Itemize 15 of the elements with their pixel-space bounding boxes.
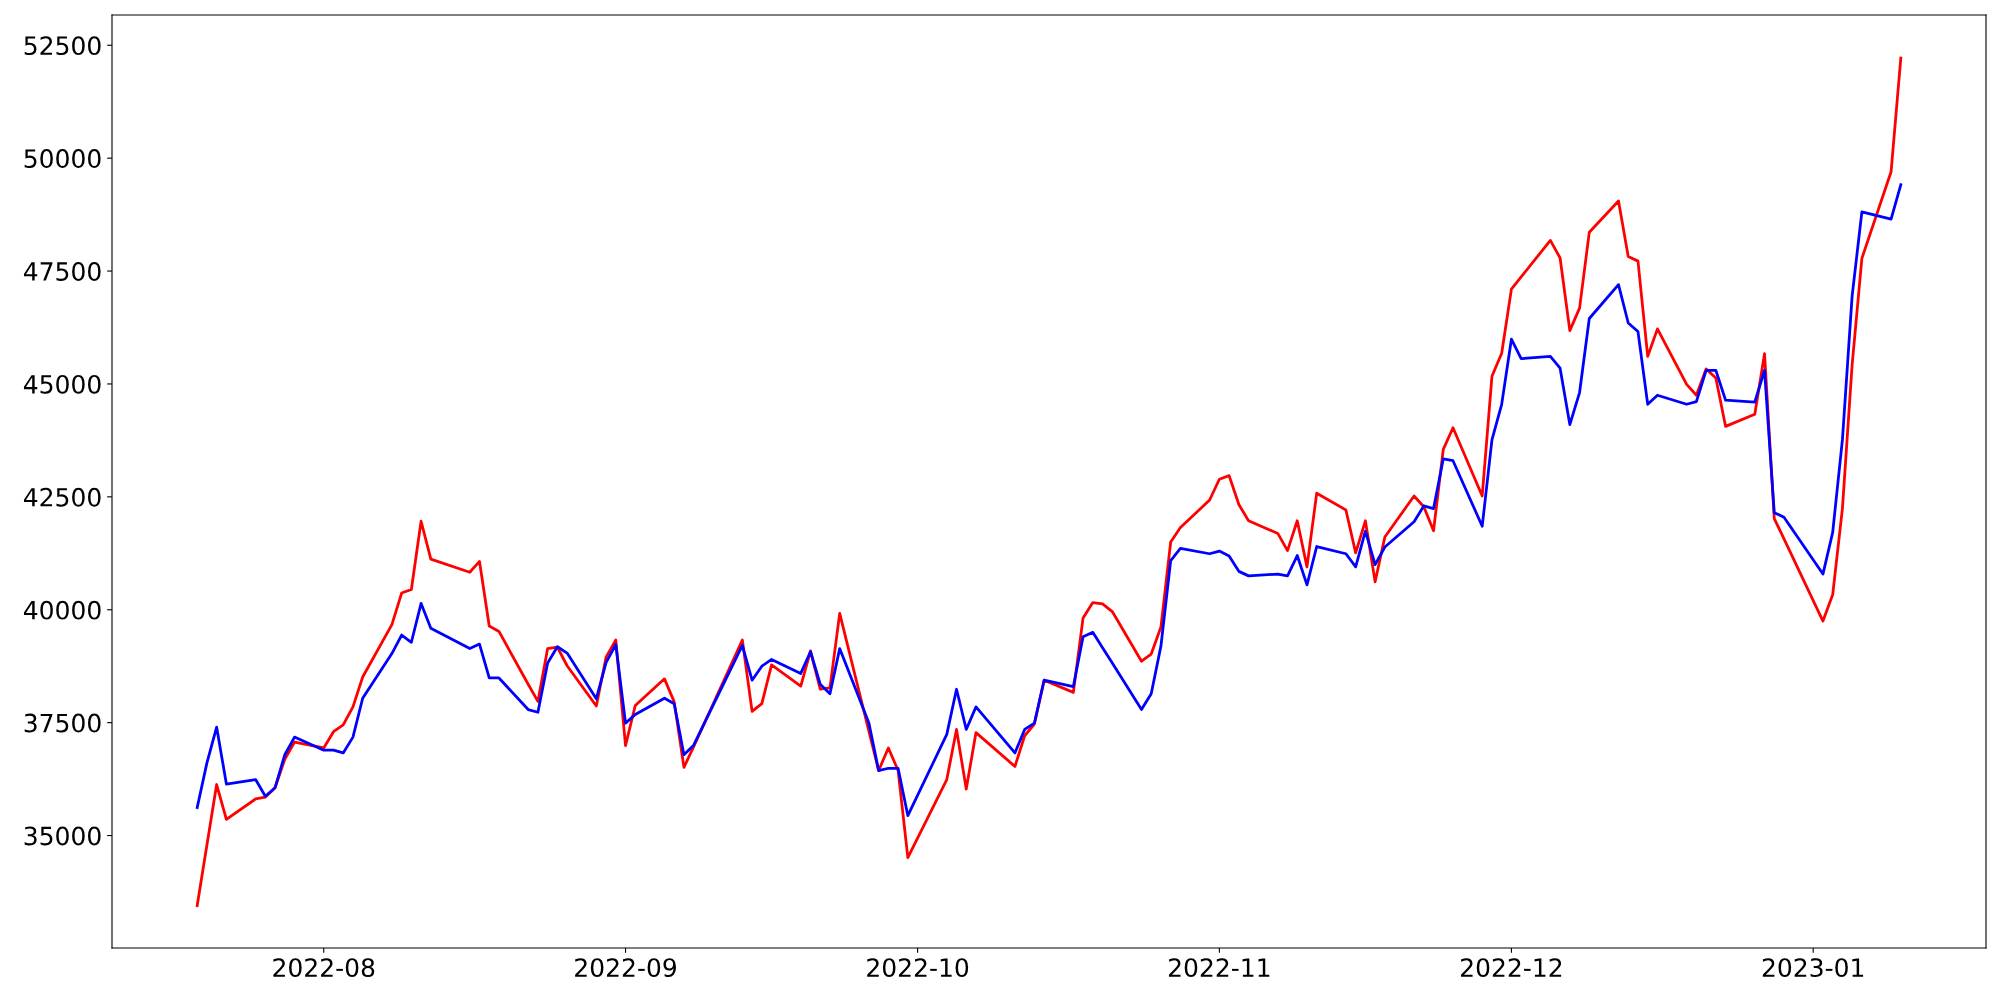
y-tick-label: 50000 xyxy=(24,149,101,169)
y-tick-label: 42500 xyxy=(23,487,101,507)
line-series xyxy=(195,183,1903,818)
x-tick-label: 2022-09 xyxy=(575,958,676,978)
x-tick-label: 2022-12 xyxy=(1461,958,1562,978)
x-tick-label: 2023-01 xyxy=(1762,958,1864,978)
y-tick-label: 47500 xyxy=(23,262,101,281)
x-tick-label: 2022-11 xyxy=(1168,958,1270,978)
y-tick-label: 52500 xyxy=(24,36,101,56)
y-tick-label: 35000 xyxy=(24,826,101,846)
y-tick-label: 40000 xyxy=(23,600,101,620)
y-tick-label: 37500 xyxy=(24,713,101,733)
x-tick-label: 2022-08 xyxy=(273,958,375,978)
y-tick-label: 45000 xyxy=(23,374,101,394)
x-tick-label: 2022-10 xyxy=(867,958,969,978)
